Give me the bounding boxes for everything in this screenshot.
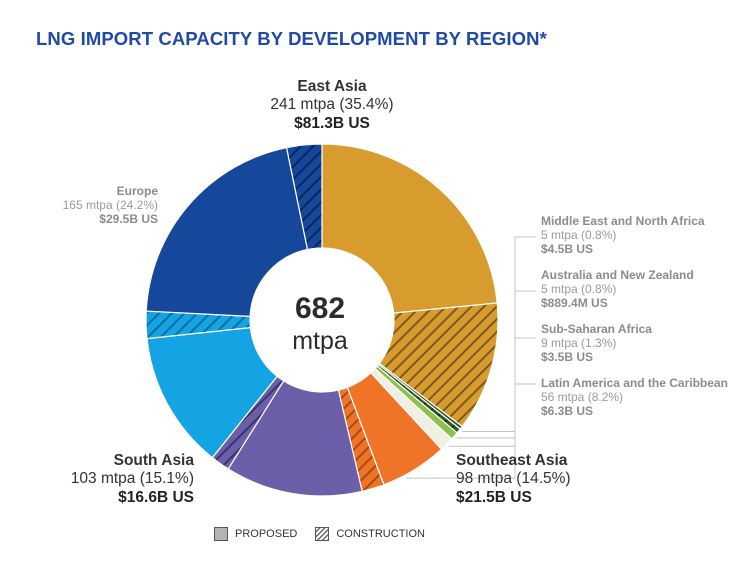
- label-latin-america: Latin America and the Caribbean 56 mtpa …: [541, 376, 728, 418]
- label-value: 241 mtpa (35.4%): [270, 96, 394, 114]
- label-value: 9 mtpa (1.3%): [541, 336, 617, 351]
- label-europe: Europe 165 mtpa (24.2%) $29.5B US: [20, 184, 158, 226]
- legend: PROPOSED CONSTRUCTION: [214, 527, 443, 541]
- legend-construction-swatch: [315, 527, 330, 541]
- label-anz: Australia and New Zealand 5 mtpa (0.8%) …: [541, 268, 694, 310]
- center-total-unit: mtpa: [292, 327, 348, 355]
- label-value: 5 mtpa (0.8%): [541, 282, 617, 297]
- label-cost: $29.5B US: [99, 212, 158, 227]
- label-cost: $4.5B US: [541, 242, 594, 257]
- label-value: 98 mtpa (14.5%): [456, 470, 571, 488]
- legend-construction-label: CONSTRUCTION: [336, 528, 425, 540]
- chart-title: LNG IMPORT CAPACITY BY DEVELOPMENT BY RE…: [36, 28, 547, 49]
- label-cost: $21.5B US: [456, 488, 532, 506]
- label-cost: $3.5B US: [541, 350, 594, 365]
- label-name: East Asia: [297, 78, 367, 95]
- label-sub-saharan-africa: Sub-Saharan Africa 9 mtpa (1.3%) $3.5B U…: [541, 322, 652, 364]
- label-name: Australia and New Zealand: [541, 268, 694, 282]
- label-mena: Middle East and North Africa 5 mtpa (0.8…: [541, 214, 705, 256]
- label-name: Sub-Saharan Africa: [541, 322, 652, 336]
- label-name: Europe: [116, 184, 158, 198]
- label-cost: $6.3B US: [541, 404, 594, 419]
- donut-hole: [250, 248, 394, 392]
- label-name: South Asia: [113, 452, 194, 469]
- legend-proposed-swatch: [214, 527, 228, 541]
- leader-line-latam: [405, 383, 536, 479]
- label-cost: $16.6B US: [118, 488, 194, 506]
- label-value: 56 mtpa (8.2%): [541, 390, 624, 405]
- label-value: 103 mtpa (15.1%): [70, 470, 194, 488]
- legend-proposed-label: PROPOSED: [235, 528, 298, 540]
- label-name: Middle East and North Africa: [541, 214, 705, 228]
- label-name: Southeast Asia: [456, 452, 568, 469]
- label-value: 165 mtpa (24.2%): [62, 198, 158, 213]
- label-south-asia: South Asia 103 mtpa (15.1%) $16.6B US: [10, 452, 194, 507]
- label-southeast-asia: Southeast Asia 98 mtpa (14.5%) $21.5B US: [456, 452, 571, 507]
- label-name: Latin America and the Caribbean: [541, 376, 728, 390]
- center-total-value: 682: [294, 292, 346, 325]
- label-cost: $81.3B US: [294, 114, 370, 132]
- label-cost: $889.4M US: [541, 296, 608, 311]
- label-east-asia: East Asia 241 mtpa (35.4%) $81.3B US: [252, 78, 412, 133]
- label-value: 5 mtpa (0.8%): [541, 228, 617, 243]
